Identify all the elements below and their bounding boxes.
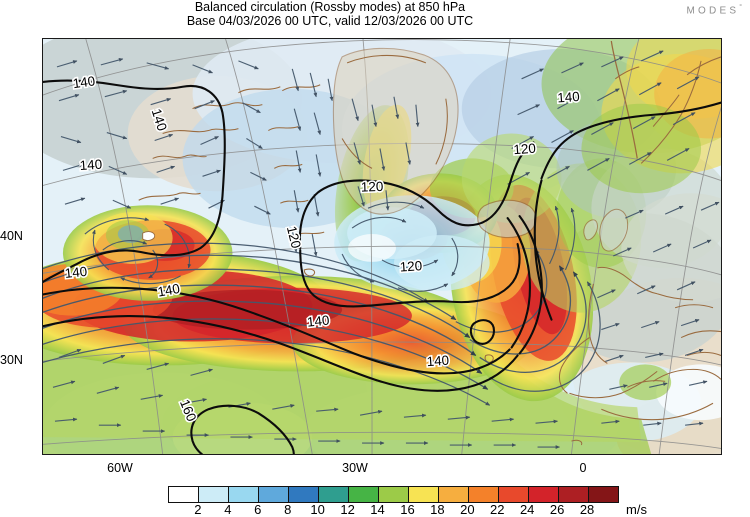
chart-title: Balanced circulation (Rossby modes) at 8… — [194, 0, 466, 14]
colorbar-tick-20: 20 — [460, 502, 475, 517]
axis-label-lat-30n: 30N — [0, 353, 23, 367]
colorbar-tick-10: 10 — [310, 502, 325, 517]
colorbar-band-6 — [349, 487, 379, 502]
colorbar-tick-22: 22 — [490, 502, 505, 517]
contour-label-140: 140 — [306, 312, 330, 329]
axis-label-lon-30w: 30W — [342, 461, 368, 475]
contour-label-120: 120 — [399, 258, 422, 275]
height-contours — [43, 79, 721, 454]
contour-label-group: 140 — [78, 155, 105, 175]
colorbar-tick-4: 4 — [224, 502, 232, 517]
contour-label-group: 140 — [305, 311, 332, 331]
contour-label-group: 120 — [511, 139, 538, 159]
contour-label-group: 140 — [62, 262, 89, 282]
contour-label-140: 140 — [64, 264, 88, 281]
colorbar-tick-12: 12 — [340, 502, 355, 517]
contour-label-group: 140 — [155, 279, 183, 301]
colorbar-band-5 — [319, 487, 349, 502]
contour-label-group: 140 — [425, 351, 452, 371]
contour-label-group: 140 — [70, 72, 98, 93]
contour-label-group: 120 — [359, 177, 385, 196]
chart-title-block: Balanced circulation (Rossby modes) at 8… — [0, 0, 660, 28]
contour-label-140: 140 — [426, 353, 449, 370]
colorbar-ticks: 2 4 6 8 10 12 14 16 18 20 22 24 26 28 — [168, 502, 617, 517]
colorbar-tick-24: 24 — [519, 502, 535, 517]
contour-label-group: 120 — [282, 223, 305, 252]
colorbar-unit-label: m/s — [626, 502, 647, 517]
colorbar-tick-16: 16 — [400, 502, 415, 517]
colorbar-band-10 — [469, 487, 499, 502]
colorbar-band-14 — [589, 487, 618, 502]
contour-label-140: 140 — [557, 89, 580, 106]
axis-label-lon-60w: 60W — [107, 461, 133, 475]
colorbar-tick-28: 28 — [579, 502, 595, 517]
axis-label-lon-0: 0 — [579, 461, 587, 475]
colorbar-tick-6: 6 — [254, 502, 262, 517]
contour-label-group: 140 — [555, 87, 582, 107]
coastlines — [138, 40, 721, 446]
colorbar-band-9 — [439, 487, 469, 502]
colorbar-tick-18: 18 — [430, 502, 445, 517]
colorbar-tick-2: 2 — [194, 502, 202, 517]
chart-subtitle: Base 04/03/2026 00 UTC, valid 12/03/2026… — [186, 14, 474, 28]
colorbar — [168, 486, 619, 503]
colorbar-band-11 — [499, 487, 529, 502]
colorbar-band-7 — [379, 487, 409, 502]
contour-label-140: 140 — [72, 73, 96, 91]
contour-label-140: 140 — [156, 281, 181, 300]
modes-logo: MODES° — [687, 4, 742, 16]
map-plot-area: 140 140 140 140 140 140 140 120 120 120 120 140 160 — [42, 38, 722, 455]
contour-label-120: 120 — [513, 141, 536, 158]
colorbar-tick-26: 26 — [549, 502, 565, 517]
contour-label-group: 120 — [398, 257, 425, 277]
axis-label-lat-40n: 40N — [0, 229, 23, 243]
colorbar-band-1 — [199, 487, 229, 502]
colorbar-tick-14: 14 — [370, 502, 385, 517]
colorbar-band-4 — [289, 487, 319, 502]
colorbar-band-12 — [529, 487, 559, 502]
colorbar-band-8 — [409, 487, 439, 502]
contour-label-120: 120 — [361, 179, 384, 195]
contour-label-140: 140 — [79, 157, 102, 174]
modes-logo-mark: ° — [739, 4, 742, 11]
colorbar-band-0 — [169, 487, 199, 502]
colorbar-band-2 — [229, 487, 259, 502]
colorbar-band-13 — [559, 487, 589, 502]
colorbar-tick-8: 8 — [284, 502, 292, 517]
contour-label-120: 120 — [284, 224, 304, 249]
colorbar-band-3 — [259, 487, 289, 502]
modes-logo-text: MODES — [686, 5, 740, 17]
